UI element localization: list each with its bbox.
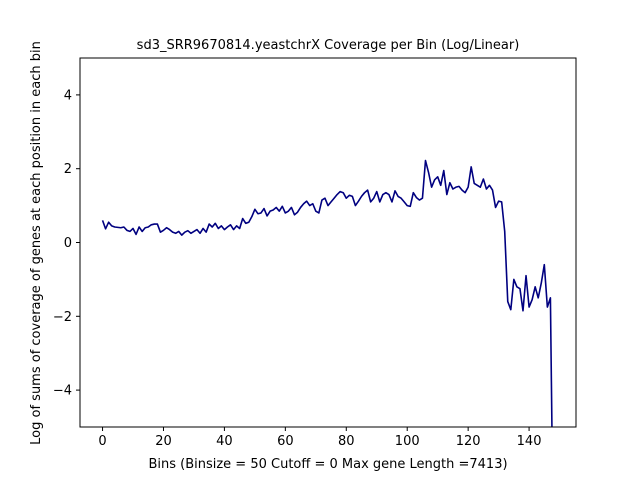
x-tick-label: 80 [338,434,355,449]
x-axis-label: Bins (Binsize = 50 Cutoff = 0 Max gene L… [148,457,507,472]
chart-title: sd3_SRR9670814.yeastchrX Coverage per Bi… [137,38,520,53]
x-tick-label: 120 [456,434,481,449]
x-tick-label: 60 [277,434,294,449]
x-tick-label: 40 [216,434,233,449]
x-tick-label: 20 [155,434,172,449]
x-tick-label: 100 [395,434,420,449]
coverage-series-line [101,159,553,427]
y-tick-label: 0 [64,236,72,251]
y-axis-label: Log of sums of coverage of genes at each… [29,41,44,445]
y-axis-ticks: −4 −2 0 2 4 [53,88,80,399]
y-tick-label: −2 [53,310,72,325]
x-tick-label: 140 [517,434,542,449]
y-tick-label: −4 [53,384,72,399]
x-axis-ticks: 0 20 40 60 80 100 120 140 [98,427,541,449]
y-tick-label: 2 [64,162,72,177]
plot-layer [101,159,553,427]
y-tick-label: 4 [64,88,72,103]
x-tick-label: 0 [98,434,106,449]
